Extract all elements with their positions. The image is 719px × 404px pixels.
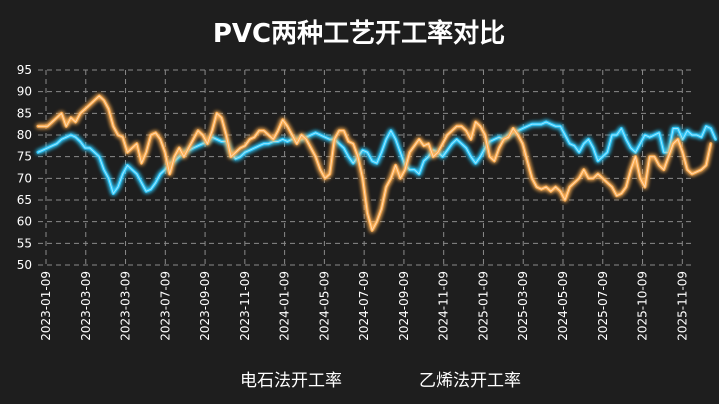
x-tick-label: 2025-01-09	[476, 271, 490, 341]
x-tick-label: 2024-05-09	[556, 271, 570, 341]
y-tick-label: 60	[17, 215, 32, 229]
y-tick-label: 95	[17, 63, 32, 77]
x-tick-label: 2023-07-09	[158, 271, 172, 341]
series-line-highlight-2	[38, 95, 712, 231]
y-tick-label: 50	[17, 258, 32, 272]
legend-label-1: 电石法开工率	[240, 371, 342, 391]
series-line-highlight-1	[37, 121, 716, 194]
series-layer	[36, 94, 717, 232]
x-tick-label: 2023-03-09	[119, 271, 133, 341]
x-tick-label: 2023-03-09	[79, 271, 93, 341]
x-axis: 2023-01-09 2023-03-09 2023-03-09 2023-07-09…	[39, 271, 689, 341]
legend-label-2: 乙烯法开工率	[419, 371, 521, 391]
grid-layer	[38, 69, 692, 266]
x-tick-label: 2024-09-09	[397, 271, 411, 341]
y-tick-label: 55	[17, 236, 32, 250]
x-tick-label: 2023-01-09	[39, 271, 53, 341]
x-tick-label: 2025-07-09	[596, 271, 610, 341]
legend: 电石法开工率 乙烯法开工率	[196, 371, 521, 391]
chart-title: PVC两种工艺开工率对比	[213, 18, 505, 49]
y-tick-label: 80	[17, 128, 32, 142]
y-axis: 50 55 60 65 70 75 80 85 90 95	[17, 63, 32, 272]
y-tick-label: 65	[17, 193, 32, 207]
x-tick-label: 2025-10-09	[636, 271, 650, 341]
x-tick-label: 2024-07-09	[357, 271, 371, 341]
y-tick-label: 85	[17, 106, 32, 120]
x-tick-label: 2025-11-09	[675, 271, 689, 341]
x-tick-label: 2025-03-09	[516, 271, 530, 341]
x-tick-label: 2023-09-09	[198, 271, 212, 341]
x-tick-label: 2024-05-09	[317, 271, 331, 341]
y-tick-label: 90	[17, 85, 32, 99]
y-tick-label: 70	[17, 171, 32, 185]
x-tick-label: 2024-11-09	[437, 271, 451, 341]
x-tick-label: 2023-11-09	[238, 271, 252, 341]
x-tick-label: 2024-01-09	[278, 271, 292, 341]
y-tick-label: 75	[17, 150, 32, 164]
